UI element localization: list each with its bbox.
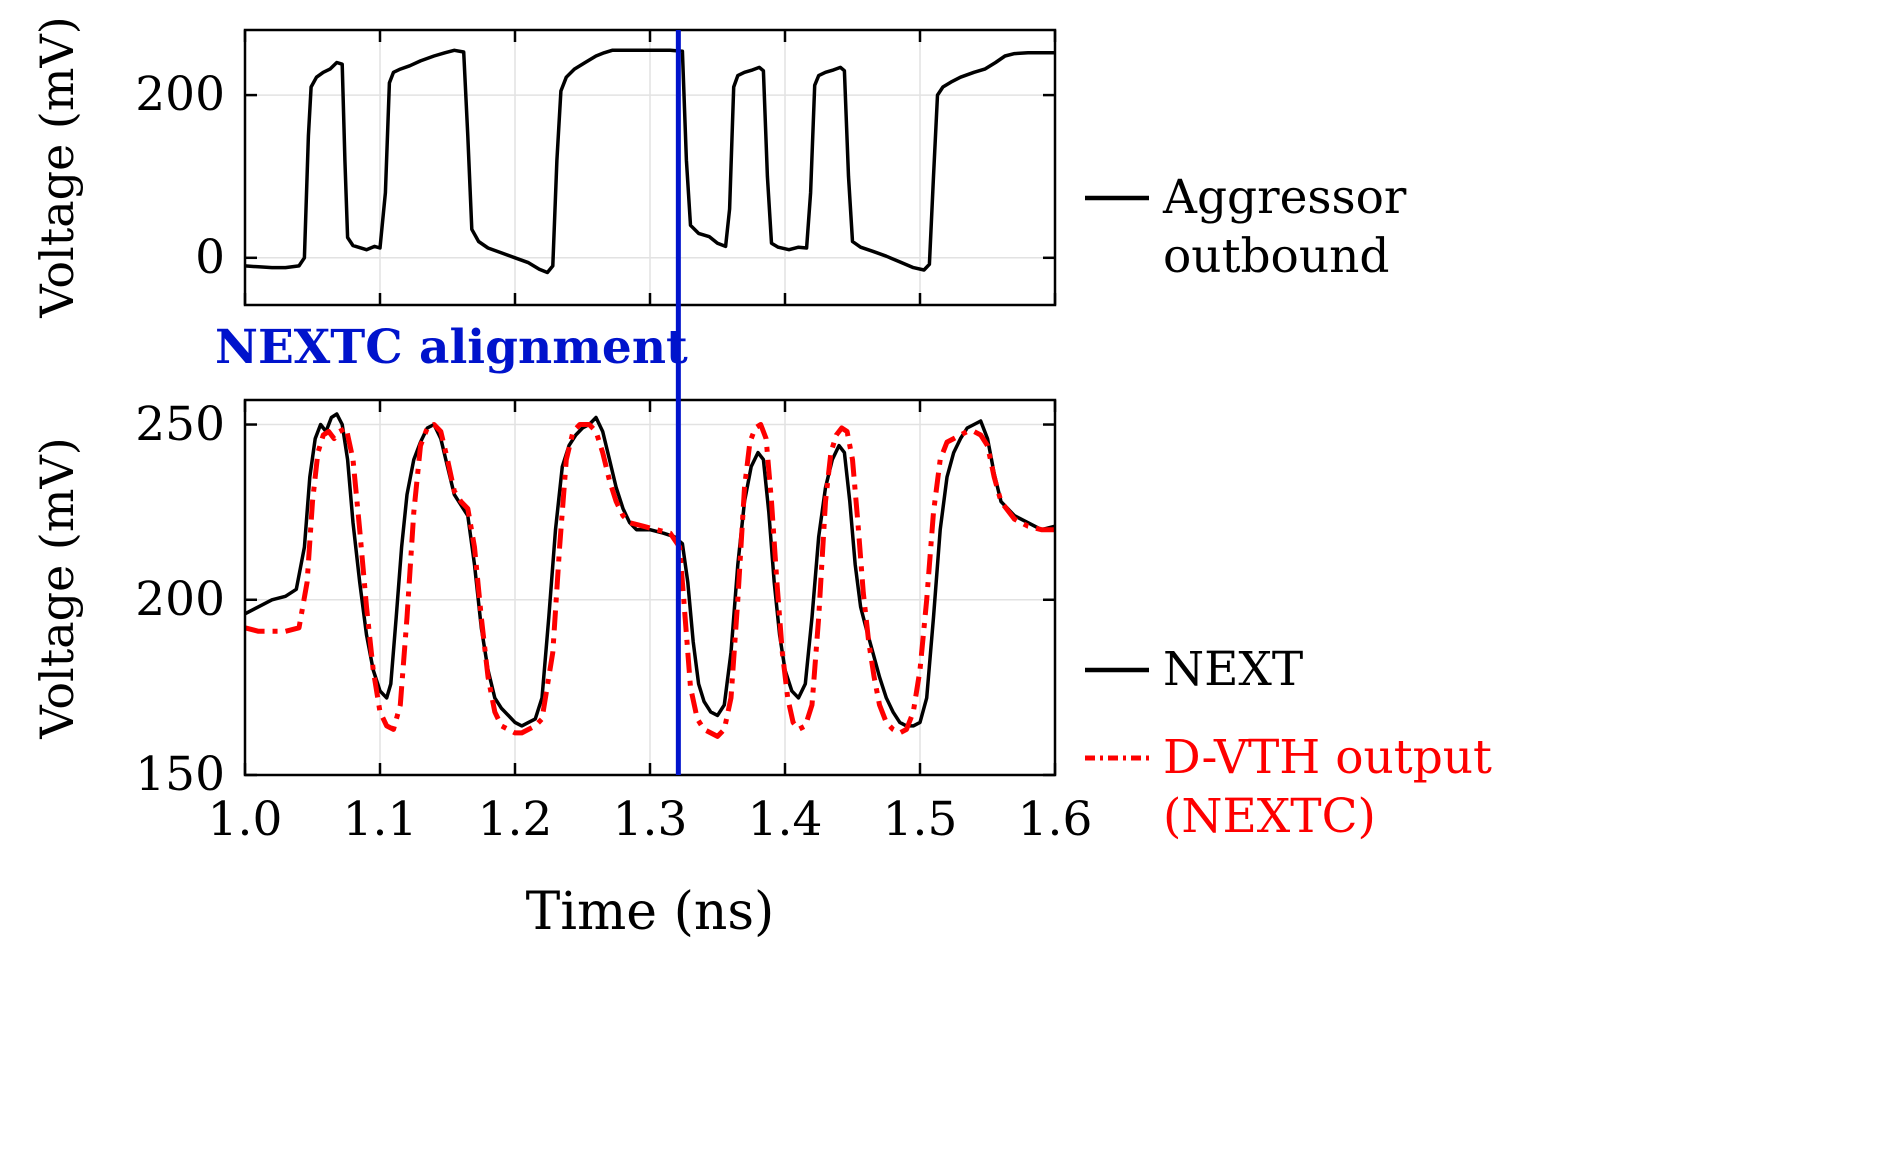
aggressor-line-swatch (1085, 195, 1149, 201)
next-line-swatch (1085, 667, 1149, 673)
legend-entry-dvth: D-VTH output (NEXTC) (1085, 728, 1492, 846)
legend-text-next: NEXT (1163, 640, 1303, 699)
ytick-label-200: 200 (135, 571, 225, 627)
series-d-vth-output-nextc- (244, 422, 1055, 739)
ytick-label-200: 200 (135, 67, 225, 123)
xtick-label-1.4: 1.4 (747, 792, 823, 847)
legend-dvth-line1: D-VTH output (1163, 730, 1492, 785)
legend-aggressor-line2: outbound (1163, 229, 1390, 284)
xtick-label-1.2: 1.2 (477, 792, 553, 847)
nextc-alignment-annotation: NEXTC alignment (215, 320, 688, 375)
ytick-label-250: 250 (135, 396, 225, 452)
legend-dvth-line2: (NEXTC) (1163, 789, 1376, 844)
ytick-label-150: 150 (135, 747, 225, 802)
xtick-label-1.0: 1.0 (207, 792, 283, 847)
xtick-label-1.6: 1.6 (1017, 792, 1093, 847)
ytick-label-0: 0 (195, 229, 225, 285)
legend-next-line1: NEXT (1163, 642, 1304, 697)
series-aggressor-outbound (244, 48, 1055, 275)
xtick-label-1.1: 1.1 (342, 792, 418, 847)
legend-text-aggressor: Aggressor outbound (1163, 168, 1406, 286)
series-next (244, 412, 1056, 728)
legend-entry-aggressor: Aggressor outbound (1085, 168, 1406, 286)
legend-text-dvth: D-VTH output (NEXTC) (1163, 728, 1492, 846)
dvth-line-swatch (1085, 755, 1149, 761)
legend-aggressor-line1: Aggressor (1163, 170, 1407, 225)
legend-entry-next: NEXT (1085, 640, 1303, 699)
xtick-label-1.5: 1.5 (882, 792, 958, 847)
x-axis-label: Time (ns) (525, 882, 775, 942)
xtick-label-1.3: 1.3 (612, 792, 688, 847)
